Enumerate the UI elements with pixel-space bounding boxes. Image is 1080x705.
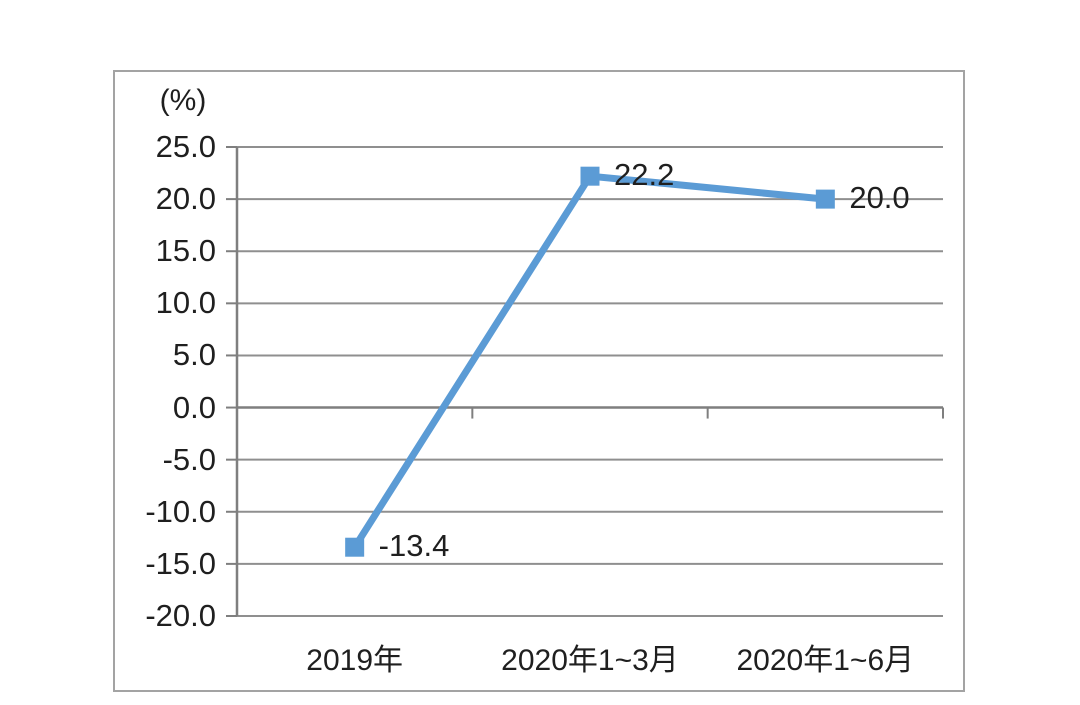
data-point-marker bbox=[815, 189, 835, 209]
y-tick-label: -15.0 bbox=[145, 545, 216, 581]
data-point-marker bbox=[345, 537, 365, 557]
y-tick-label: 0.0 bbox=[172, 389, 216, 425]
y-tick-label: -20.0 bbox=[145, 598, 216, 633]
data-point-marker bbox=[580, 166, 600, 186]
y-tick-label: 25.0 bbox=[155, 129, 216, 164]
x-category-label: 2019年 bbox=[306, 644, 404, 677]
y-tick-label: -10.0 bbox=[145, 493, 216, 529]
data-point-label: 20.0 bbox=[849, 180, 910, 216]
data-point-label: -13.4 bbox=[378, 528, 450, 564]
y-tick-label: 10.0 bbox=[155, 285, 216, 321]
chart-frame bbox=[113, 70, 965, 692]
data-point-label: 22.2 bbox=[614, 157, 675, 193]
y-axis-unit-label: (%) bbox=[159, 84, 207, 117]
y-tick-label: 20.0 bbox=[155, 181, 216, 217]
y-tick-label: 15.0 bbox=[155, 233, 216, 269]
y-tick-label: 5.0 bbox=[172, 337, 216, 373]
y-tick-label: -5.0 bbox=[162, 441, 216, 477]
x-category-label: 2020年1~6月 bbox=[736, 644, 915, 677]
x-category-label: 2020年1~3月 bbox=[501, 644, 679, 677]
